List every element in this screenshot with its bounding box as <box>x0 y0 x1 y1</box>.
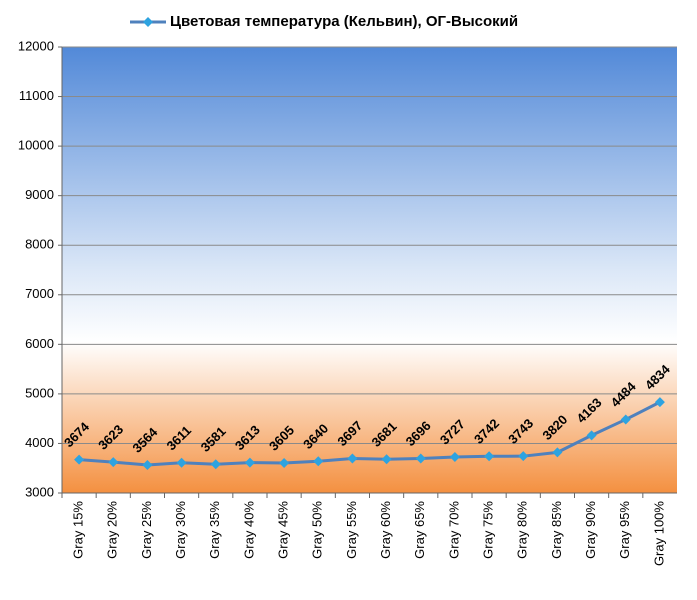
x-tick-label: Gray 80% <box>515 501 530 559</box>
plot-area <box>62 47 677 493</box>
legend-marker <box>143 17 153 27</box>
y-tick-label: 11000 <box>19 88 54 103</box>
marker <box>244 457 255 468</box>
y-tick-label: 12000 <box>18 38 54 53</box>
y-tick-label: 8000 <box>25 237 54 252</box>
marker <box>142 460 153 471</box>
marker <box>620 414 631 425</box>
x-tick-label: Gray 65% <box>412 501 427 559</box>
x-tick-label: Gray 60% <box>378 501 393 559</box>
y-tick-label: 9000 <box>25 187 54 202</box>
marker <box>210 459 221 470</box>
marker <box>108 457 119 468</box>
y-tick-label: 4000 <box>25 435 54 450</box>
x-tick-label: Gray 30% <box>173 501 188 559</box>
marker <box>586 430 597 441</box>
legend-label: Цветовая температура (Кельвин), ОГ-Высок… <box>170 13 518 30</box>
marker <box>381 454 392 465</box>
x-tick-label: Gray 50% <box>310 501 325 559</box>
marker <box>176 457 187 468</box>
x-tick-label: Gray 40% <box>241 501 256 559</box>
x-tick-label: Gray 35% <box>207 501 222 559</box>
y-tick-label: 3000 <box>25 484 54 499</box>
x-tick-label: Gray 15% <box>71 501 86 559</box>
marker <box>313 456 324 467</box>
x-tick-label: Gray 90% <box>583 501 598 559</box>
x-tick-label: Gray 20% <box>105 501 120 559</box>
marker <box>518 451 529 462</box>
x-tick-label: Gray 100% <box>651 501 666 566</box>
marker <box>552 447 563 458</box>
marker <box>74 454 85 465</box>
y-tick-label: 6000 <box>25 336 54 351</box>
y-tick-label: 5000 <box>25 385 54 400</box>
marker <box>449 451 460 462</box>
series-line <box>78 400 661 467</box>
x-tick-label: Gray 55% <box>344 501 359 559</box>
marker <box>654 397 665 408</box>
y-tick-label: 10000 <box>18 138 54 153</box>
marker <box>484 451 495 462</box>
x-tick-label: Gray 85% <box>549 501 564 559</box>
marker <box>347 453 358 464</box>
x-tick-label: Gray 75% <box>481 501 496 559</box>
x-tick-label: Gray 25% <box>139 501 154 559</box>
x-tick-label: Gray 70% <box>446 501 461 559</box>
y-tick-label: 7000 <box>25 286 54 301</box>
x-tick-label: Gray 95% <box>617 501 632 559</box>
marker <box>415 453 426 464</box>
x-tick-label: Gray 45% <box>276 501 291 559</box>
marker <box>279 458 290 469</box>
